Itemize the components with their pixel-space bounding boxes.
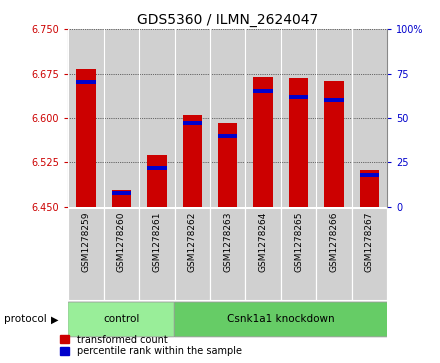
FancyBboxPatch shape <box>210 208 246 300</box>
FancyBboxPatch shape <box>175 208 210 300</box>
Text: protocol: protocol <box>4 314 47 325</box>
Text: GSM1278263: GSM1278263 <box>223 212 232 272</box>
FancyBboxPatch shape <box>352 208 387 300</box>
Legend: transformed count, percentile rank within the sample: transformed count, percentile rank withi… <box>58 333 244 358</box>
Bar <box>324 81 344 207</box>
Bar <box>253 89 273 93</box>
Bar <box>68 29 104 207</box>
Bar <box>76 80 95 85</box>
Bar <box>218 123 238 207</box>
Text: Csnk1a1 knockdown: Csnk1a1 knockdown <box>227 314 335 325</box>
Bar <box>360 173 379 177</box>
Bar <box>112 190 131 207</box>
FancyBboxPatch shape <box>104 208 139 300</box>
Title: GDS5360 / ILMN_2624047: GDS5360 / ILMN_2624047 <box>137 13 318 26</box>
Bar <box>183 121 202 125</box>
FancyBboxPatch shape <box>68 208 104 300</box>
Bar <box>289 78 308 207</box>
Bar <box>139 29 175 207</box>
FancyBboxPatch shape <box>139 208 175 300</box>
Text: control: control <box>103 314 139 325</box>
Text: GSM1278259: GSM1278259 <box>81 212 91 272</box>
Text: GSM1278261: GSM1278261 <box>152 212 161 272</box>
Bar <box>76 69 95 207</box>
Bar <box>281 29 316 207</box>
FancyBboxPatch shape <box>174 302 388 337</box>
FancyBboxPatch shape <box>246 208 281 300</box>
Bar <box>246 29 281 207</box>
Bar <box>147 166 167 170</box>
Bar <box>316 29 352 207</box>
FancyBboxPatch shape <box>68 302 175 337</box>
Text: GSM1278266: GSM1278266 <box>330 212 338 272</box>
Bar <box>218 134 238 138</box>
Text: GSM1278264: GSM1278264 <box>259 212 268 272</box>
Text: GSM1278260: GSM1278260 <box>117 212 126 272</box>
FancyBboxPatch shape <box>316 208 352 300</box>
Text: GSM1278267: GSM1278267 <box>365 212 374 272</box>
Text: GSM1278262: GSM1278262 <box>188 212 197 272</box>
FancyBboxPatch shape <box>281 208 316 300</box>
Bar <box>360 170 379 207</box>
Bar <box>183 115 202 207</box>
Bar <box>104 29 139 207</box>
Text: ▶: ▶ <box>51 314 58 325</box>
Bar <box>289 94 308 99</box>
Text: GSM1278265: GSM1278265 <box>294 212 303 272</box>
Bar <box>175 29 210 207</box>
Bar <box>253 77 273 207</box>
Bar <box>147 155 167 207</box>
Bar <box>352 29 387 207</box>
Bar <box>324 98 344 102</box>
Bar <box>210 29 246 207</box>
Bar <box>112 191 131 195</box>
